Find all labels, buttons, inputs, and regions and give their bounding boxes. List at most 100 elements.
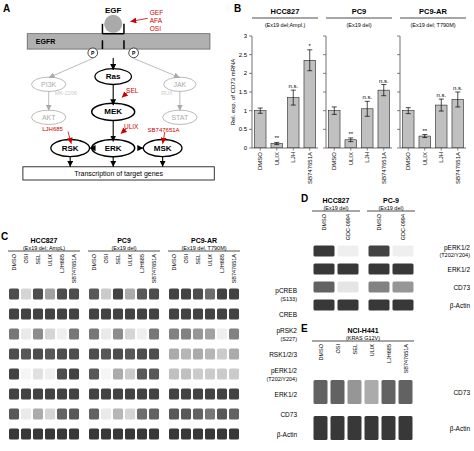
band <box>113 289 123 300</box>
y-tick-label: 2 <box>244 70 248 76</box>
band <box>348 416 362 440</box>
band <box>89 309 99 320</box>
lane-label: DMSO <box>91 253 97 270</box>
diagram-label: AFA <box>150 17 163 24</box>
band <box>217 349 227 360</box>
x-axis <box>400 148 466 149</box>
lane-label: SB747651A <box>151 254 157 284</box>
error-bar <box>424 135 425 138</box>
y-tick <box>397 148 400 149</box>
band <box>45 329 55 340</box>
lane-label: LJH685 <box>386 344 392 363</box>
group-rule <box>367 211 415 212</box>
error-cap <box>406 107 411 108</box>
band <box>21 429 31 440</box>
group-rule <box>88 251 160 252</box>
band <box>217 309 227 320</box>
row-sublabel: (S133) <box>280 296 297 302</box>
band <box>9 429 19 440</box>
bar <box>452 99 464 148</box>
band <box>9 329 19 340</box>
significance: n.s. <box>362 94 372 100</box>
x-axis <box>326 148 392 149</box>
significance: * <box>309 43 312 49</box>
lane-label: OSI <box>23 254 29 264</box>
node <box>32 110 66 124</box>
group-name: PC-9 <box>383 197 399 204</box>
band <box>169 369 179 380</box>
band <box>69 429 79 440</box>
receptor <box>102 40 104 49</box>
row-sublabel: (T202/Y204) <box>439 252 470 258</box>
diagram-label: SEL <box>126 87 139 94</box>
x-tick-label: SB747651A <box>307 152 313 184</box>
band <box>57 349 67 360</box>
group-name: HCC827 <box>323 197 350 204</box>
transcription-box <box>23 167 214 180</box>
error-cap <box>422 137 427 138</box>
x-tick <box>457 148 458 151</box>
diagram-label: SB747651A <box>148 127 180 133</box>
y-tick <box>323 110 326 111</box>
x-tick-label: DMSO <box>331 152 337 170</box>
band <box>369 264 390 275</box>
y-tick <box>249 36 252 37</box>
group-name: NCI-H441 <box>347 327 378 334</box>
band <box>169 289 179 300</box>
band <box>369 246 390 257</box>
band <box>205 409 215 420</box>
y-tick-label: 0 <box>244 145 248 151</box>
x-tick <box>276 148 277 151</box>
band <box>229 389 239 400</box>
x-tick-label: LJH <box>438 152 444 163</box>
band <box>149 289 159 300</box>
band <box>9 389 19 400</box>
diagram-label: AKT <box>42 114 56 121</box>
error-bar <box>383 85 384 96</box>
lane-label: DMSO <box>376 213 382 230</box>
lane-label: OSI <box>103 254 109 264</box>
band <box>57 389 67 400</box>
x-tick <box>309 148 310 151</box>
lane-label: ULIX <box>369 344 375 357</box>
y-label: Rel. exp. of CD73 mRNA <box>230 59 236 126</box>
band <box>369 300 390 311</box>
band <box>33 389 43 400</box>
error-cap <box>258 113 263 114</box>
diagram-label: PI3K <box>41 81 57 88</box>
band <box>69 409 79 420</box>
error-bar <box>457 92 458 107</box>
diagram <box>23 15 214 180</box>
y-tick <box>323 92 326 93</box>
arrow <box>133 58 180 78</box>
bars <box>254 50 315 148</box>
band <box>229 429 239 440</box>
lane-label: GDC-0994 <box>400 214 406 240</box>
error-bar <box>367 101 368 116</box>
band <box>338 264 359 275</box>
group-subtitle: (Ex19 del; AmpL) <box>23 245 65 251</box>
x-tick <box>383 148 384 151</box>
lane-label: GDC-0994 <box>345 214 351 240</box>
diagram-label: Transcription of target genes <box>74 170 163 178</box>
subtitle: (Ex19 del; T790M) <box>410 22 455 28</box>
receptor <box>123 24 125 34</box>
error-bar <box>293 90 294 105</box>
x-tick <box>367 148 368 151</box>
y-tick <box>323 36 326 37</box>
panel-letter: C <box>1 231 8 242</box>
group-rule <box>168 251 240 252</box>
band <box>365 380 379 404</box>
lane-label: ULIX <box>207 254 213 267</box>
group-rule <box>8 251 80 252</box>
band <box>125 349 135 360</box>
band <box>89 409 99 420</box>
band <box>21 289 31 300</box>
row-label: pERK1/2 <box>271 367 297 375</box>
error-cap <box>381 95 386 96</box>
error-bar <box>260 108 261 113</box>
group-rule <box>312 211 360 212</box>
diagram-label: P <box>132 50 136 56</box>
node <box>92 103 135 120</box>
bar <box>287 98 299 148</box>
